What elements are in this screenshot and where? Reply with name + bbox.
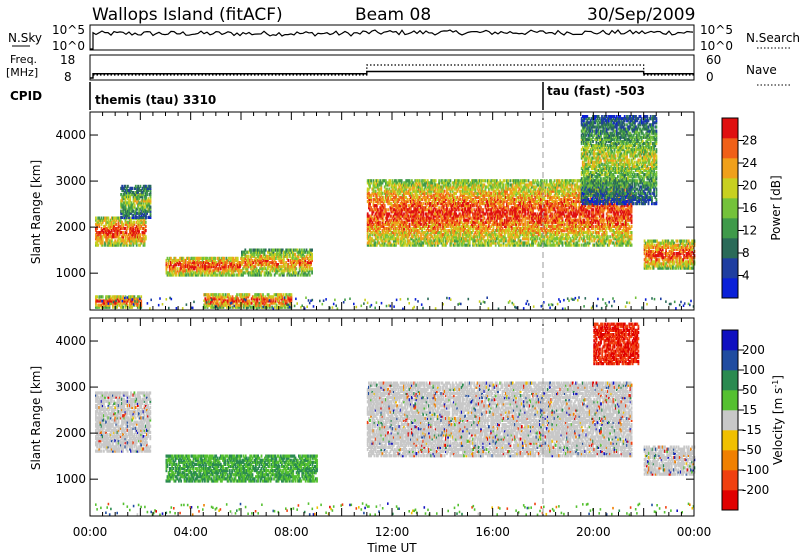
colorbar-tick: 8 (742, 246, 750, 260)
colorbar-tick: -50 (742, 443, 762, 457)
colorbar-swatch (722, 178, 738, 199)
colorbar-tick: 16 (742, 201, 757, 215)
colorbar-tick: 24 (742, 156, 757, 170)
y-tick-label: 2000 (55, 426, 86, 440)
colorbar-swatch (722, 430, 738, 451)
colorbar-tick: 4 (742, 269, 750, 283)
colorbar-swatch (722, 450, 738, 471)
x-axis-label: Time UT (366, 541, 417, 554)
nsearch-tick-bottom: 10^0 (700, 39, 733, 53)
colorbar-tick: 15 (742, 403, 757, 417)
nsky-tick-top: 10^5 (52, 23, 85, 37)
x-tick-label: 20:00 (576, 525, 611, 539)
power-panel: 1000 2000 3000 4000 Slant Range [km] (29, 111, 696, 311)
y-tick-label: 4000 (55, 334, 86, 348)
x-tick-label: 16:00 (475, 525, 510, 539)
colorbar-tick: 200 (742, 343, 765, 357)
colorbar-swatch (722, 238, 738, 259)
beam-title: Beam 08 (355, 5, 431, 25)
nave-tick-top: 60 (706, 53, 721, 67)
colorbar-tick: 20 (742, 179, 757, 193)
colorbar-swatch (722, 258, 738, 279)
colorbar-tick: 28 (742, 134, 757, 148)
x-tick-label: 00:00 (73, 525, 108, 539)
colorbar-tick: 12 (742, 224, 757, 238)
nave-label: Nave (746, 63, 777, 77)
frequency-trace (90, 70, 694, 79)
freq-label-line2: [MHz] (6, 66, 38, 79)
station-title: Wallops Island (fitACF) (92, 5, 283, 25)
y-tick-label: 1000 (55, 266, 86, 280)
freq-panel: Freq. [MHz] 18 8 60 0 Nave (6, 53, 790, 86)
cpid-label: CPID (10, 89, 42, 103)
colorbar-tick: 100 (742, 363, 765, 377)
nsky-tick-bottom: 10^0 (52, 39, 85, 53)
cpid-mode-2: tau (fast) -503 (547, 84, 645, 98)
colorbar-swatch (722, 278, 738, 299)
cpid-mode-1: themis (tau) 3310 (95, 93, 216, 107)
nave-trace (93, 64, 694, 76)
nsearch-tick-top: 10^5 (700, 23, 733, 37)
velocity-colorbar-label: Velocity [m s-1] (771, 375, 785, 465)
colorbar-swatch (722, 410, 738, 431)
velocity-ylabel: Slant Range [km] (29, 366, 43, 470)
nsky-label: N.Sky (8, 31, 42, 45)
nsearch-label: N.Search (746, 31, 800, 45)
nsky-trace (90, 29, 694, 50)
colorbar-swatch (722, 218, 738, 239)
y-tick-label: 4000 (55, 128, 86, 142)
colorbar-swatch (722, 350, 738, 371)
colorbar-swatch (722, 490, 738, 511)
power-colorbar: 28 24 20 16 12 8 4 Power [dB] (721, 117, 783, 299)
colorbar-swatch (722, 470, 738, 491)
velocity-colorbar: 200 100 50 15 -15 -50 -100 -200 Velocity [m s-1… (721, 329, 785, 511)
colorbar-swatch (722, 118, 738, 139)
colorbar-swatch (722, 158, 738, 179)
cpid-row: CPID themis (tau) 3310 tau (fast) -503 (10, 82, 645, 110)
nave-tick-bottom: 0 (706, 70, 714, 84)
colorbar-tick: -200 (742, 483, 769, 497)
freq-label-line1: Freq. (10, 53, 37, 66)
y-tick-label: 2000 (55, 220, 86, 234)
colorbar-tick: -100 (742, 463, 769, 477)
colorbar-tick: -15 (742, 423, 762, 437)
date-title: 30/Sep/2009 (587, 5, 695, 25)
power-ylabel: Slant Range [km] (29, 160, 43, 264)
freq-tick-top: 18 (60, 53, 75, 67)
colorbar-tick: 50 (742, 383, 757, 397)
colorbar-swatch (722, 138, 738, 159)
power-scatter (95, 115, 696, 311)
colorbar-swatch (722, 370, 738, 391)
colorbar-swatch (722, 330, 738, 351)
colorbar-swatch (722, 390, 738, 411)
x-tick-label: 08:00 (274, 525, 309, 539)
x-tick-label: 00:00 (677, 525, 712, 539)
x-tick-label: 12:00 (375, 525, 410, 539)
power-colorbar-label: Power [dB] (769, 175, 783, 240)
nsky-panel: N.Sky 10^5 10^0 10^5 10^0 N.Search (8, 23, 800, 53)
y-tick-label: 1000 (55, 472, 86, 486)
y-tick-label: 3000 (55, 174, 86, 188)
colorbar-swatch (722, 198, 738, 219)
y-tick-label: 3000 (55, 380, 86, 394)
velocity-scatter (95, 322, 696, 517)
freq-tick-bottom: 8 (64, 70, 72, 84)
velocity-panel: 1000 2000 3000 4000 Slant Range [km] (29, 317, 696, 517)
x-tick-label: 04:00 (173, 525, 208, 539)
